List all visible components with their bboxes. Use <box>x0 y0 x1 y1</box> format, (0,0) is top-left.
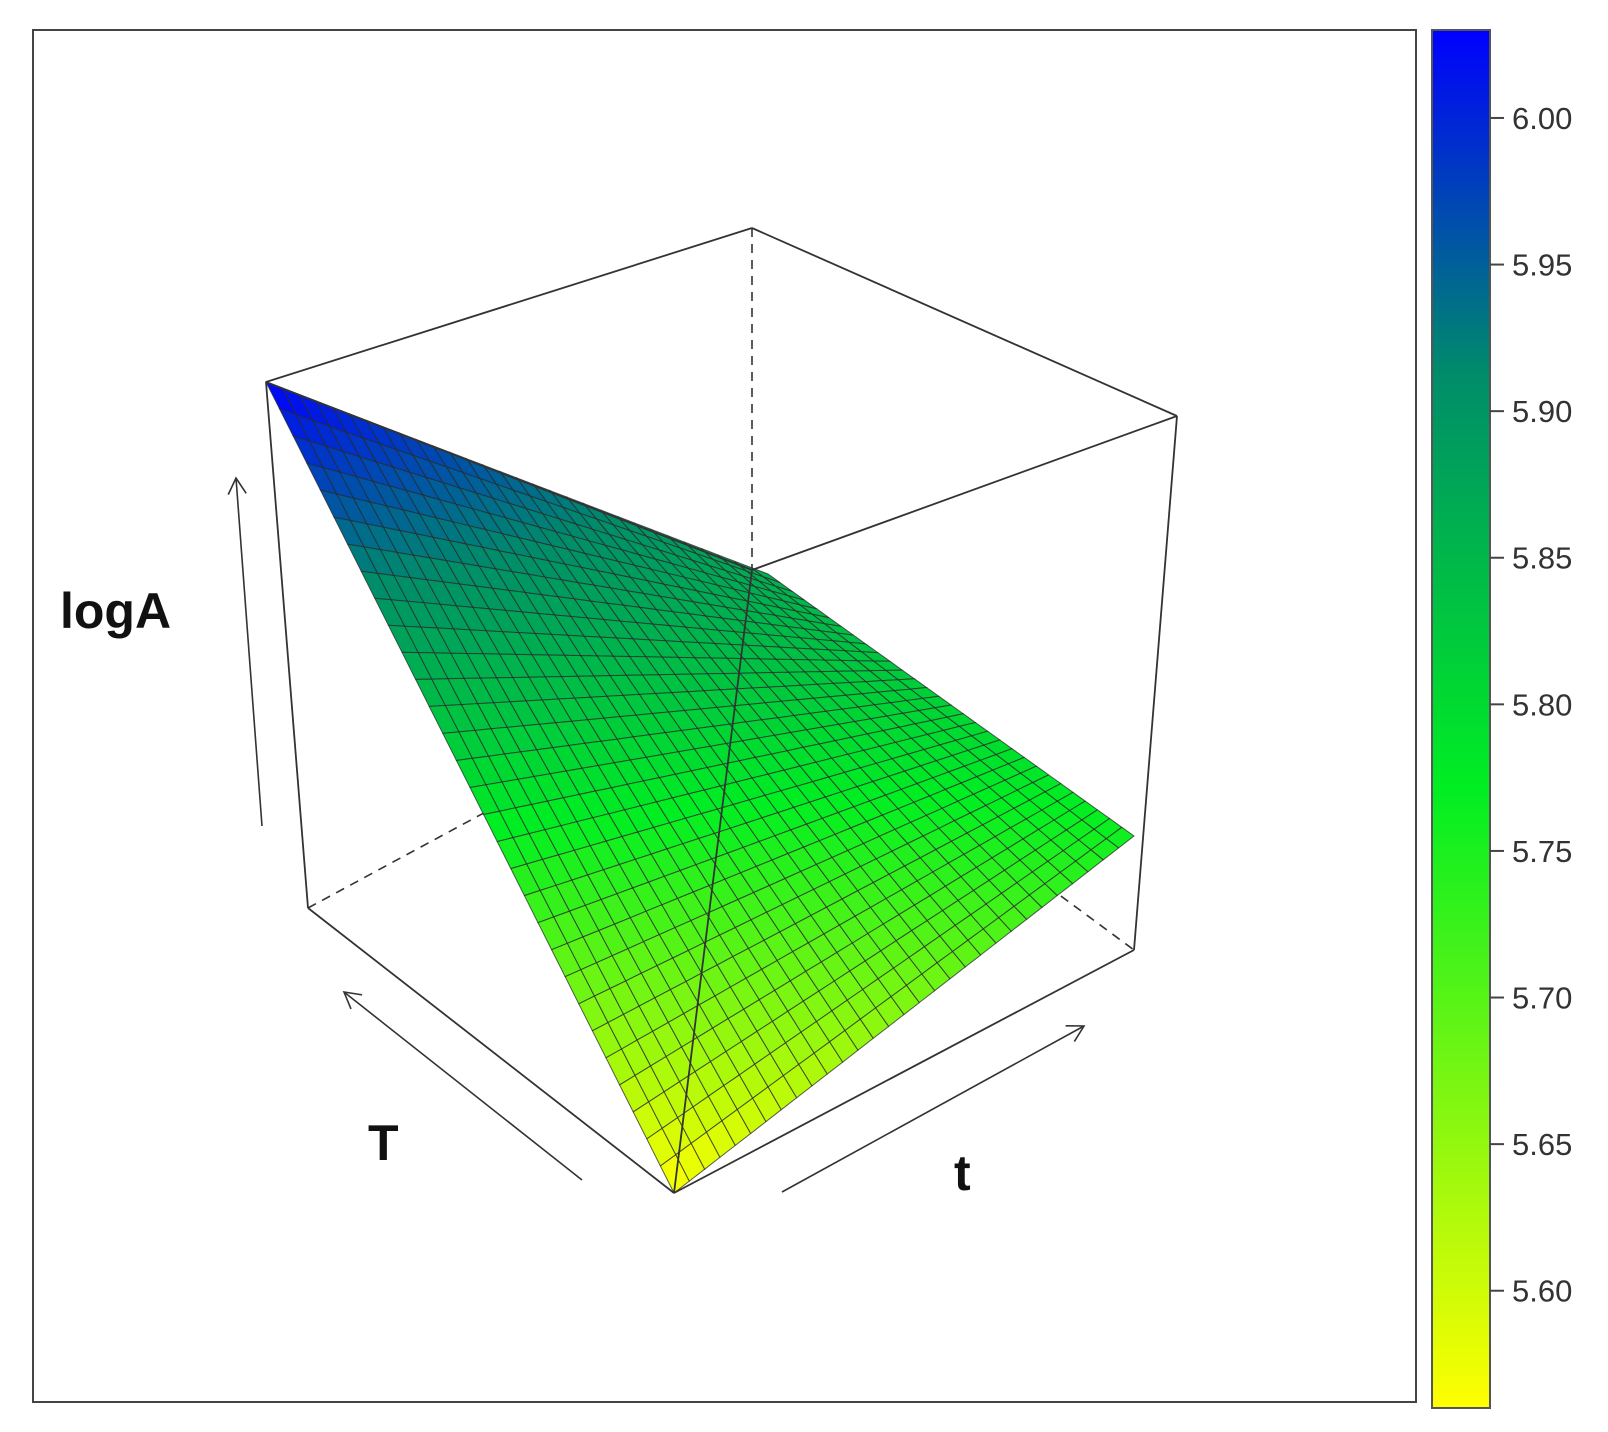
box-edge-front-right <box>751 415 1178 571</box>
box-edge-top-left <box>265 227 753 383</box>
colorbar-tick-label: 6.00 <box>1512 101 1572 136</box>
plot-frame <box>32 29 1417 1403</box>
x-axis-arrow <box>342 990 583 1181</box>
colorbar-tick-label: 5.80 <box>1512 687 1572 722</box>
box-edge-vertical-left <box>265 381 309 909</box>
axis-arrows <box>227 476 1086 1193</box>
box-edge-bottom-right <box>673 949 1135 1194</box>
y-axis-arrow <box>781 1025 1086 1193</box>
colorbar-tick-label: 5.65 <box>1512 1127 1572 1162</box>
box-edge-bottom-left <box>307 907 675 1194</box>
box-edge-top-right <box>751 227 1178 417</box>
z-axis-arrow <box>227 476 263 827</box>
colorbar-tick-label: 5.60 <box>1512 1274 1572 1309</box>
surface-facet <box>1105 826 1135 849</box>
colorbar <box>1431 29 1491 1409</box>
colorbar-tick-label: 5.70 <box>1512 981 1572 1016</box>
colorbar-tick-label: 5.90 <box>1512 394 1572 429</box>
colorbar-tick-label: 5.75 <box>1512 834 1572 869</box>
box-edges <box>265 227 1178 1194</box>
y-axis-label: t <box>954 1145 971 1201</box>
colorbar-ticks: 5.60 5.65 5.70 5.75 5.80 5.85 5.90 5.95 6.00 <box>1490 101 1572 1309</box>
colorbar-tick-label: 5.95 <box>1512 248 1572 283</box>
box-edge-vertical-right <box>1133 415 1178 951</box>
colorbar-tick-label: 5.85 <box>1512 541 1572 576</box>
box-edge-vertical-front <box>673 569 753 1194</box>
box-edge-front-left <box>265 381 753 571</box>
z-axis-label: logA <box>60 583 171 639</box>
x-axis-label: T <box>368 1115 399 1171</box>
surface-mesh <box>264 381 1135 1194</box>
